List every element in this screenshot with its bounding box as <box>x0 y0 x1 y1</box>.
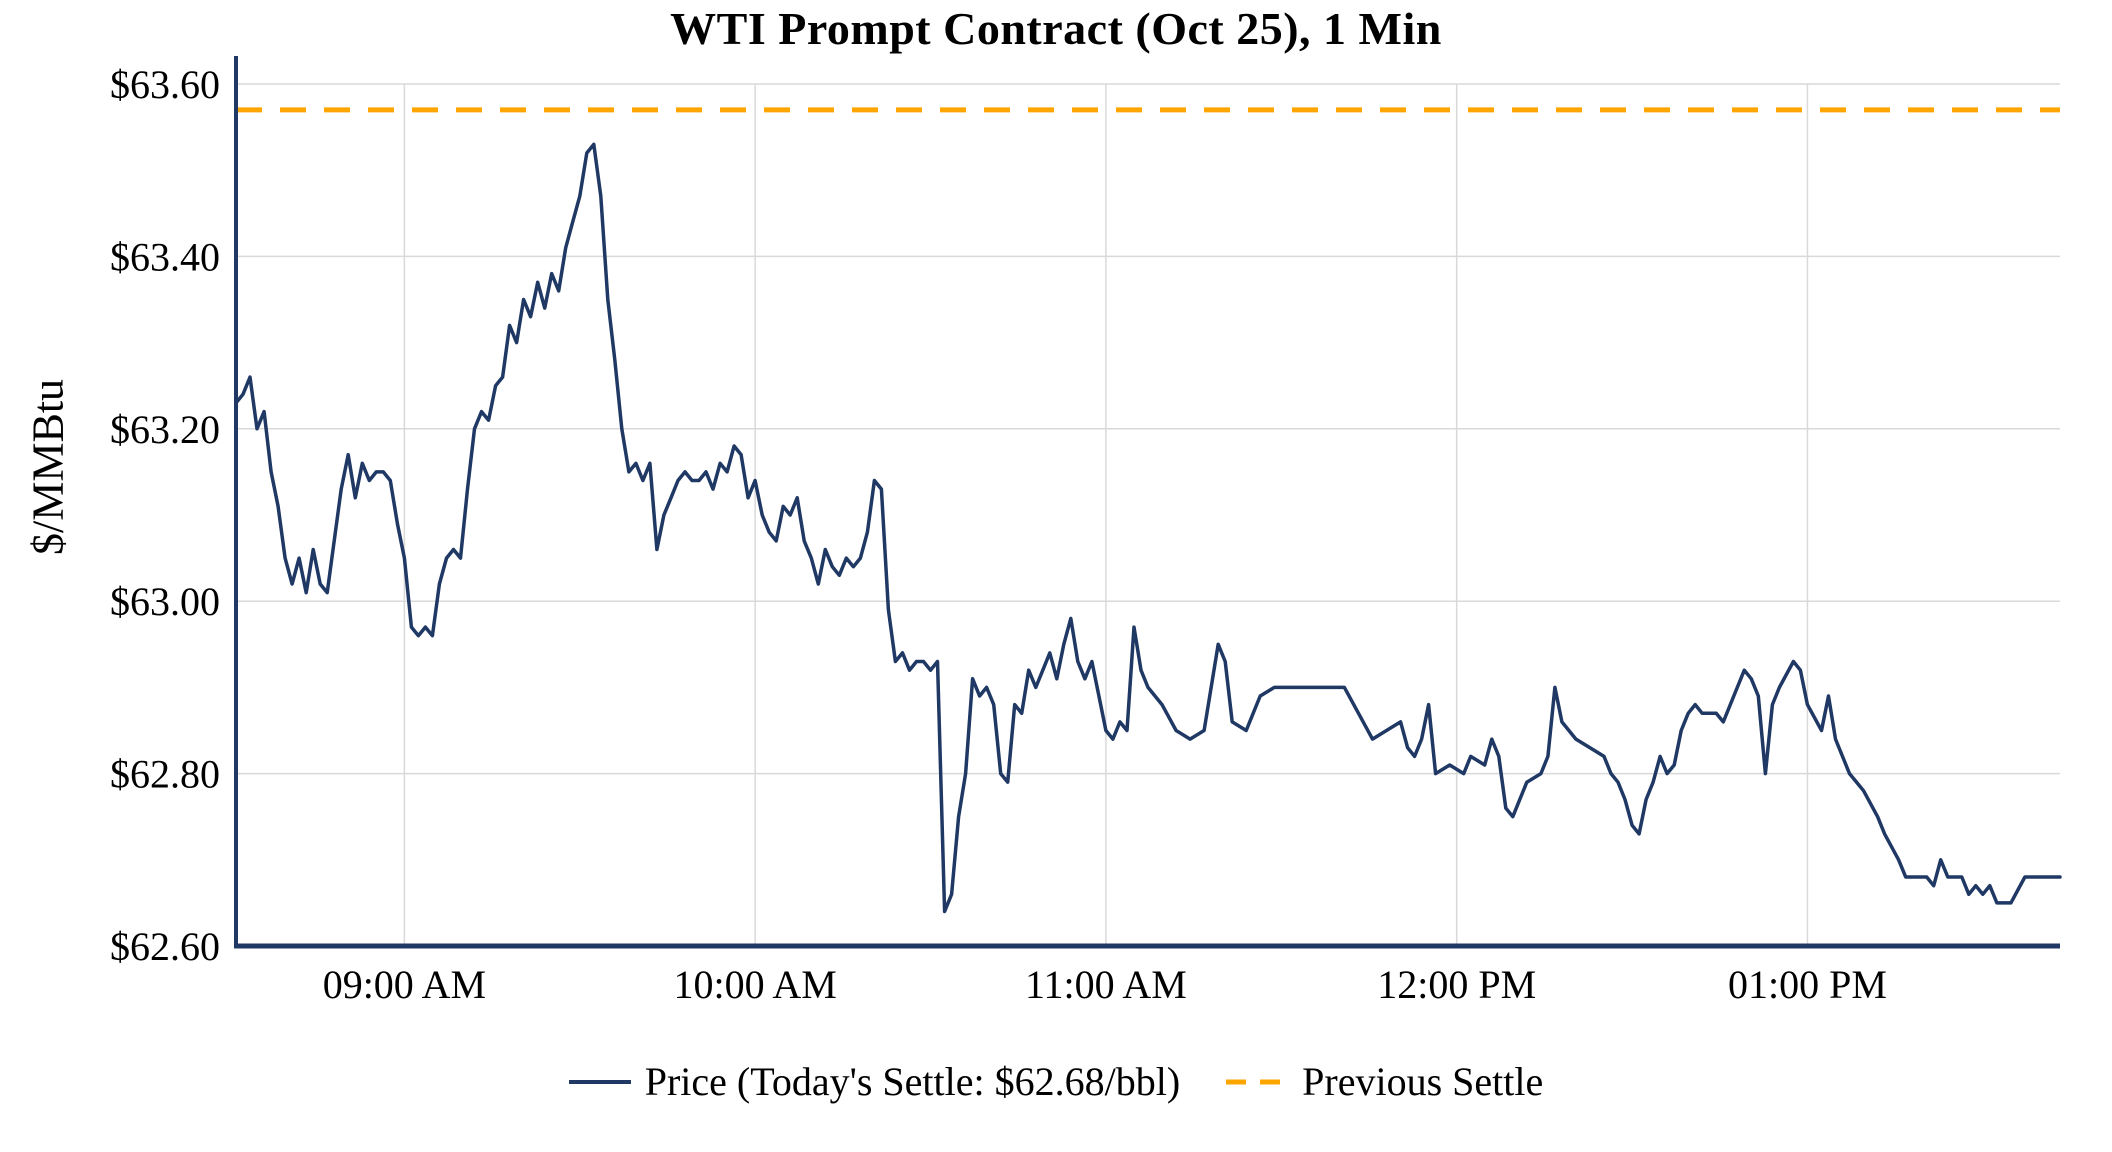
y-tick-label: $63.40 <box>110 234 220 279</box>
y-tick-label: $63.20 <box>110 407 220 452</box>
x-tick-label: 09:00 AM <box>323 962 486 1007</box>
y-tick-label: $63.00 <box>110 579 220 624</box>
x-tick-label: 01:00 PM <box>1728 962 1887 1007</box>
legend-price-label: Price (Today's Settle: $62.68/bbl) <box>644 1059 1181 1104</box>
x-tick-label: 11:00 AM <box>1025 962 1187 1007</box>
x-tick-label: 10:00 AM <box>673 962 836 1007</box>
y-tick-label: $62.80 <box>110 752 220 797</box>
x-tick-label: 12:00 PM <box>1377 962 1536 1007</box>
legend-item-price: Price (Today's Settle: $62.68/bbl) <box>568 1058 1181 1105</box>
chart-title: WTI Prompt Contract (Oct 25), 1 Min <box>670 3 1442 54</box>
settle-dash-sample-icon <box>1226 1079 1289 1084</box>
chart-legend: Price (Today's Settle: $62.68/bbl) Previ… <box>0 1058 2112 1105</box>
y-tick-label: $62.60 <box>110 924 220 969</box>
price-chart: $62.60 $62.80 $63.00 $63.20 $63.40 $63.60 09:0… <box>110 56 2062 1007</box>
legend-item-settle: Previous Settle <box>1226 1058 1543 1105</box>
y-tick-label: $63.60 <box>110 62 220 107</box>
price-line <box>234 142 2062 914</box>
price-line-sample-icon <box>568 1079 631 1084</box>
legend-settle-label: Previous Settle <box>1302 1059 1544 1104</box>
